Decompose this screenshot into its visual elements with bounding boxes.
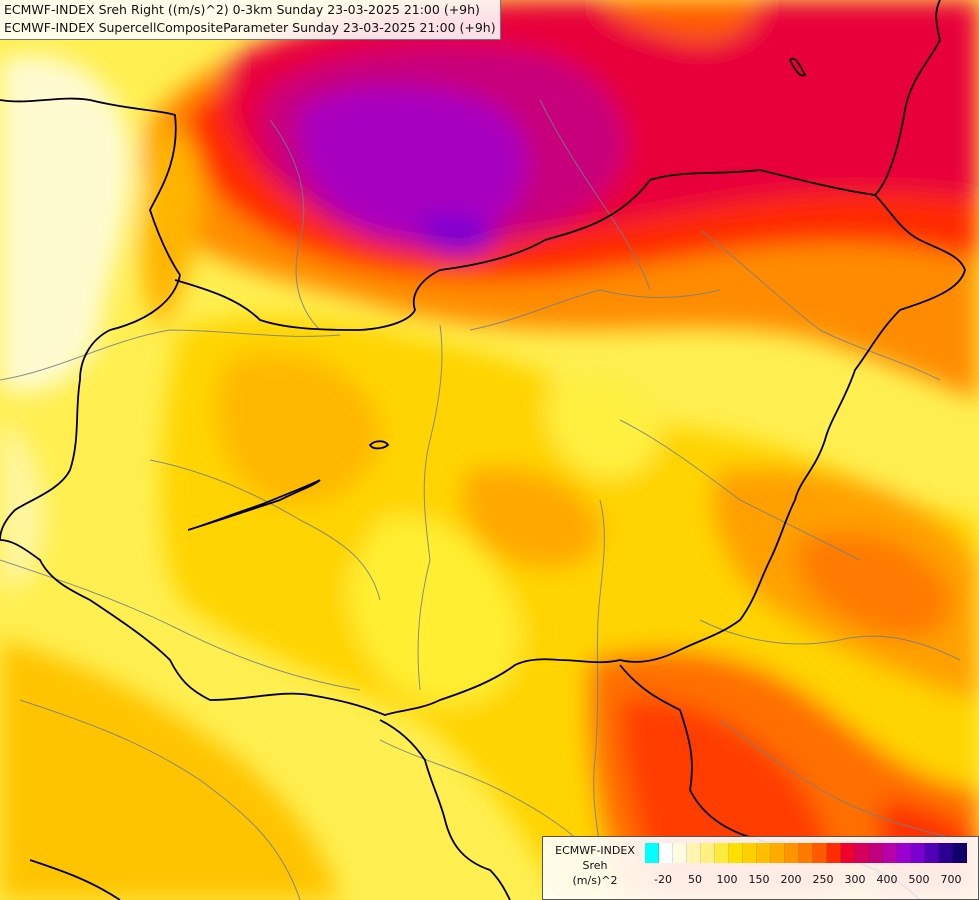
- legend-swatch: [939, 843, 953, 863]
- legend-swatch: [925, 843, 939, 863]
- legend-swatch: [771, 843, 785, 863]
- legend-parameter-name: Sreh: [582, 859, 608, 872]
- legend-unit: (m/s)^2: [572, 874, 618, 887]
- legend-tick: 300: [844, 873, 866, 886]
- color-legend: ECMWF-INDEX Sreh (m/s)^2 -20 50 100 150 200 2…: [542, 836, 979, 900]
- legend-swatch: [855, 843, 869, 863]
- legend-swatch: [645, 843, 659, 863]
- legend-swatch: [813, 843, 827, 863]
- legend-model-name: ECMWF-INDEX: [555, 844, 635, 857]
- legend-swatch: [729, 843, 743, 863]
- legend-tick: 50: [688, 873, 702, 886]
- legend-tick: 200: [780, 873, 802, 886]
- legend-tick-labels: -20 50 100 150 200 250 300 400 500 700: [645, 873, 969, 889]
- legend-swatch: [785, 843, 799, 863]
- legend-swatch: [687, 843, 701, 863]
- legend-swatch: [799, 843, 813, 863]
- legend-swatch: [701, 843, 715, 863]
- legend-swatch: [841, 843, 855, 863]
- legend-tick: 400: [876, 873, 898, 886]
- legend-swatch: [827, 843, 841, 863]
- legend-color-scale: [645, 843, 967, 863]
- legend-tick: 500: [908, 873, 930, 886]
- legend-swatch: [897, 843, 911, 863]
- legend-swatch: [673, 843, 687, 863]
- legend-tick: 100: [716, 873, 738, 886]
- legend-label: ECMWF-INDEX Sreh (m/s)^2: [547, 843, 643, 888]
- legend-swatch: [743, 843, 757, 863]
- legend-tick: -20: [654, 873, 672, 886]
- map-title-box: ECMWF-INDEX Sreh Right ((m/s)^2) 0-3km S…: [0, 0, 501, 40]
- legend-swatch: [869, 843, 883, 863]
- legend-swatch: [911, 843, 925, 863]
- legend-tick: 150: [748, 873, 770, 886]
- title-line-sreh: ECMWF-INDEX Sreh Right ((m/s)^2) 0-3km S…: [4, 2, 480, 17]
- legend-tick: 700: [940, 873, 962, 886]
- title-line-supercell: ECMWF-INDEX SupercellCompositeParameter …: [4, 20, 496, 35]
- legend-swatch: [659, 843, 673, 863]
- legend-swatch: [883, 843, 897, 863]
- regional-boundaries: [0, 99, 961, 900]
- legend-swatch: [715, 843, 729, 863]
- legend-swatch: [953, 843, 967, 863]
- legend-swatch: [757, 843, 771, 863]
- legend-tick: 250: [812, 873, 834, 886]
